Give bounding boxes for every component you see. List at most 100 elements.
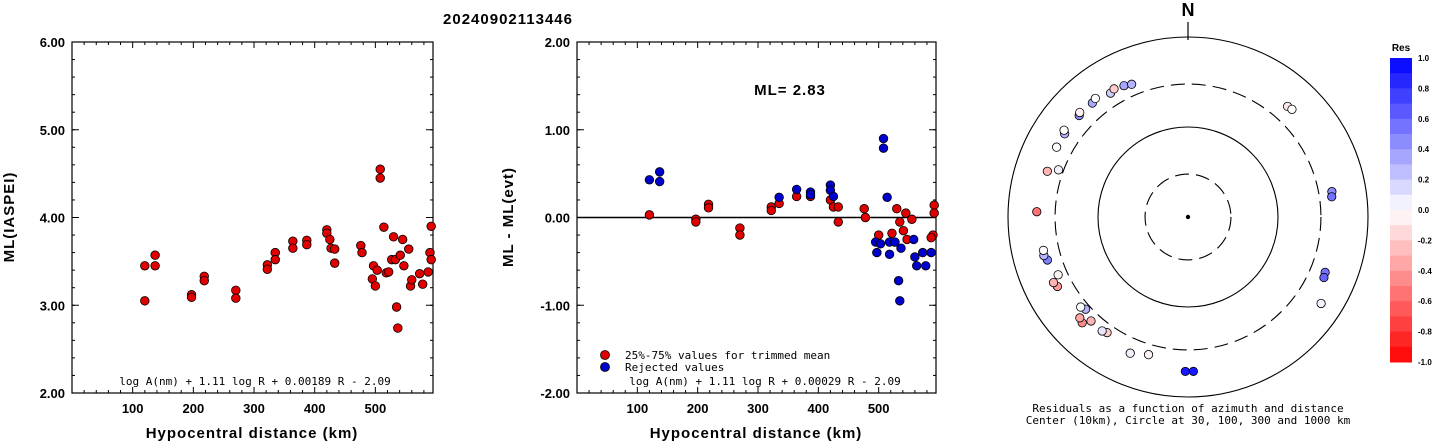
- colorbar-tick-label: 0.4: [1418, 145, 1430, 154]
- ml-distance-panel: 100 200 300 400 500 2.00 3.00 4.00 5.00 6.00 log …: [1, 35, 436, 441]
- panel1-data-point: [399, 261, 409, 271]
- legend: 25%-75% values for trimmed mean Rejected…: [600, 349, 830, 374]
- panel1-x-tick-label: 100: [122, 401, 144, 416]
- panel1-frame: [71, 41, 434, 394]
- panel2-data-point: [890, 237, 900, 247]
- panel1-data-point: [423, 267, 433, 277]
- panel2-x-tick-label: 200: [687, 401, 709, 416]
- panel2-data-point: [878, 133, 889, 144]
- station-point: [1075, 313, 1085, 323]
- panel2-data-point: [872, 247, 882, 258]
- colorbar-cell: [1390, 149, 1412, 165]
- polar-residual-panel: N Residuals as a function of azimuth and…: [1007, 0, 1369, 427]
- residual-colorbar: Res 1.0 0.8 0.6 0.4 0.2 0.0 -0.2 -0.4 -0.6 -0.8 -1…: [1390, 43, 1432, 367]
- station-point: [1316, 298, 1326, 309]
- station-points: [1032, 79, 1337, 377]
- panel2-y-tick-label: -2.00: [540, 386, 570, 401]
- station-point: [1075, 107, 1085, 118]
- panel2-data-point: [908, 234, 919, 245]
- colorbar-tick-label: -0.8: [1418, 328, 1432, 337]
- station-point: [1127, 79, 1137, 89]
- colorbar-cell: [1390, 255, 1412, 272]
- panel1-x-tick-label: 200: [182, 401, 204, 416]
- panel2-data-point: [833, 217, 843, 227]
- panel2-data-point: [895, 296, 905, 306]
- panel1-data-point: [397, 234, 408, 245]
- colorbar-cell: [1390, 118, 1412, 135]
- colorbar-cell: [1390, 103, 1412, 120]
- station-point: [1059, 125, 1069, 135]
- panel2-data-point: [860, 212, 871, 223]
- legend-rejected-marker: [600, 362, 610, 372]
- panel2-data-point: [893, 275, 904, 286]
- panel2-data-point: [833, 202, 843, 212]
- panel1-data-point: [288, 243, 298, 253]
- colorbar-tick-label: -0.6: [1418, 297, 1432, 306]
- panel1-x-tick-label: 500: [365, 401, 387, 416]
- panel1-x-tick-label: 300: [243, 401, 265, 416]
- station-point: [1032, 207, 1042, 217]
- station-point: [1086, 316, 1096, 326]
- panel1-data-point: [325, 234, 335, 245]
- distance-circle-100km: [1097, 126, 1279, 308]
- station-point: [1076, 302, 1086, 312]
- station-point: [1109, 84, 1119, 94]
- panel1-data-point: [231, 293, 241, 303]
- colorbar-cell: [1390, 316, 1412, 333]
- panel1-data-point: [150, 250, 160, 260]
- colorbar-cell: [1390, 225, 1412, 241]
- panel2-data-point: [882, 192, 892, 203]
- panel2-formula: log A(nm) + 1.11 log R + 0.00029 R - 2.0…: [629, 375, 901, 388]
- panel1-data-point: [375, 173, 385, 183]
- panel1-points: [140, 164, 436, 333]
- panel2-data-point: [875, 239, 886, 249]
- panel1-formula: log A(nm) + 1.11 log R + 0.00189 R - 2.0…: [119, 375, 391, 388]
- panel1-ticks: 100 200 300 400 500 2.00 3.00 4.00 5.00 6.00: [40, 35, 433, 416]
- colorbar-tick-label: 0.0: [1418, 206, 1430, 215]
- panel2-x-tick-label: 500: [868, 401, 890, 416]
- panel2-y-tick-label: 0.00: [545, 211, 570, 226]
- event-title: 20240902113446: [443, 11, 573, 28]
- colorbar-cell: [1390, 210, 1412, 226]
- panel2-data-point: [896, 243, 906, 253]
- panel2-x-tick-label: 400: [807, 401, 829, 416]
- panel1-data-point: [375, 164, 385, 174]
- panel2-data-point: [892, 204, 902, 214]
- panel2-data-point: [901, 208, 911, 218]
- panel2-ticks: 100 200 300 400 500 -2.00 -1.00 0.00 1.00 2.00: [540, 35, 936, 416]
- ml-annotation: ML= 2.83: [754, 82, 826, 99]
- panel2-y-tick-label: 1.00: [545, 123, 570, 138]
- ml-residual-panel: 100 200 300 400 500 -2.00 -1.00 0.00 1.00 2.00 ML…: [500, 35, 939, 441]
- panel2-data-point: [859, 204, 869, 214]
- panel2-data-point: [766, 205, 776, 216]
- panel1-data-point: [372, 265, 382, 275]
- panel2-points: [644, 133, 939, 306]
- colorbar-cell: [1390, 301, 1412, 317]
- panel1-data-point: [231, 285, 241, 296]
- panel2-data-point: [918, 247, 928, 258]
- distance-circle-30km: [1144, 173, 1232, 261]
- panel2-data-point: [805, 189, 816, 200]
- colorbar-tick-label: 0.2: [1418, 176, 1430, 185]
- legend-rejected-label: Rejected values: [625, 361, 724, 374]
- colorbar-cell: [1390, 58, 1412, 74]
- panel2-data-point: [887, 228, 897, 238]
- panel2-data-point: [926, 247, 936, 258]
- panel1-data-point: [391, 302, 402, 312]
- colorbar-ticks: 1.0 0.8 0.6 0.4 0.2 0.0 -0.2 -0.4 -0.6 -0.8 -1.0: [1418, 54, 1432, 367]
- panel1-data-point: [404, 244, 414, 254]
- panel1-data-point: [414, 268, 425, 279]
- panel2-y-tick-label: -1.00: [540, 298, 570, 313]
- panel2-data-point: [884, 249, 895, 260]
- panel1-data-point: [417, 279, 428, 289]
- colorbar-tick-label: -1.0: [1418, 358, 1432, 367]
- panel2-data-point: [735, 230, 745, 240]
- panel1-data-point: [393, 323, 403, 333]
- panel2-data-point: [644, 175, 655, 185]
- colorbar-tick-label: 0.6: [1418, 115, 1430, 124]
- panel1-data-point: [140, 261, 150, 271]
- panel2-data-point: [644, 210, 655, 220]
- station-point: [1119, 81, 1129, 91]
- panel1-y-tick-label: 4.00: [40, 211, 65, 226]
- station-point: [1090, 93, 1100, 104]
